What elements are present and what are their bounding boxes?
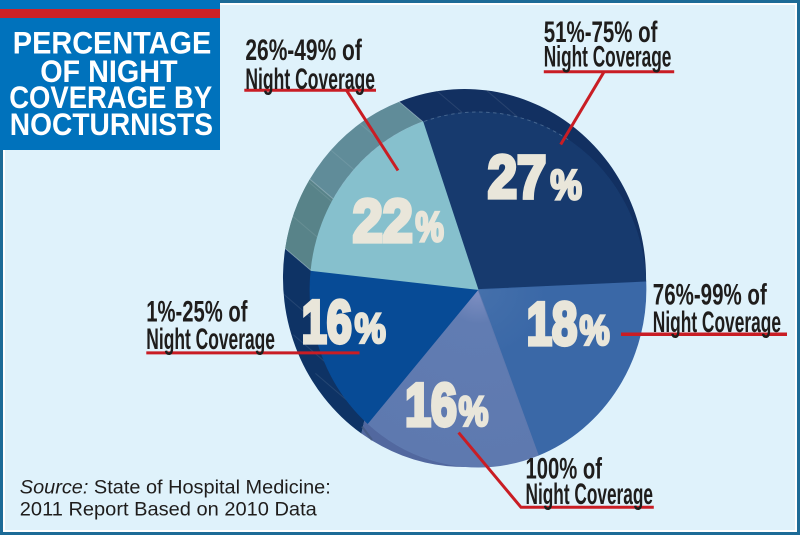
svg-text:%: % [459, 388, 489, 435]
svg-text:2011 Report Based on 2010 Data: 2011 Report Based on 2010 Data [20, 500, 317, 521]
svg-text:Source: State of Hospital Medi: Source: State of Hospital Medicine: [20, 478, 331, 499]
svg-text:22: 22 [353, 188, 413, 255]
svg-text:76%-99% of: 76%-99% of [653, 278, 768, 311]
svg-text:OF NIGHT: OF NIGHT [40, 53, 177, 89]
svg-text:26%-49% of: 26%-49% of [245, 34, 362, 67]
svg-text:COVERAGE BY: COVERAGE BY [9, 79, 212, 115]
svg-text:%: % [415, 203, 444, 250]
svg-text:27: 27 [488, 144, 547, 211]
svg-text:16: 16 [302, 288, 352, 355]
svg-text:Night Coverage: Night Coverage [245, 63, 375, 96]
svg-text:1%-25% of: 1%-25% of [146, 295, 248, 328]
svg-text:Night Coverage: Night Coverage [146, 323, 275, 356]
svg-text:%: % [550, 161, 582, 208]
svg-text:%: % [580, 307, 610, 354]
svg-text:51%-75% of: 51%-75% of [544, 16, 658, 49]
svg-text:Night Coverage: Night Coverage [526, 478, 654, 511]
svg-text:%: % [355, 305, 386, 352]
svg-text:16: 16 [405, 372, 457, 439]
svg-text:18: 18 [527, 291, 578, 358]
svg-text:Night Coverage: Night Coverage [544, 41, 672, 74]
svg-text:Night Coverage: Night Coverage [653, 306, 781, 339]
svg-text:PERCENTAGE: PERCENTAGE [13, 25, 212, 61]
svg-text:NOCTURNISTS: NOCTURNISTS [10, 106, 213, 142]
svg-text:100% of: 100% of [526, 453, 603, 486]
